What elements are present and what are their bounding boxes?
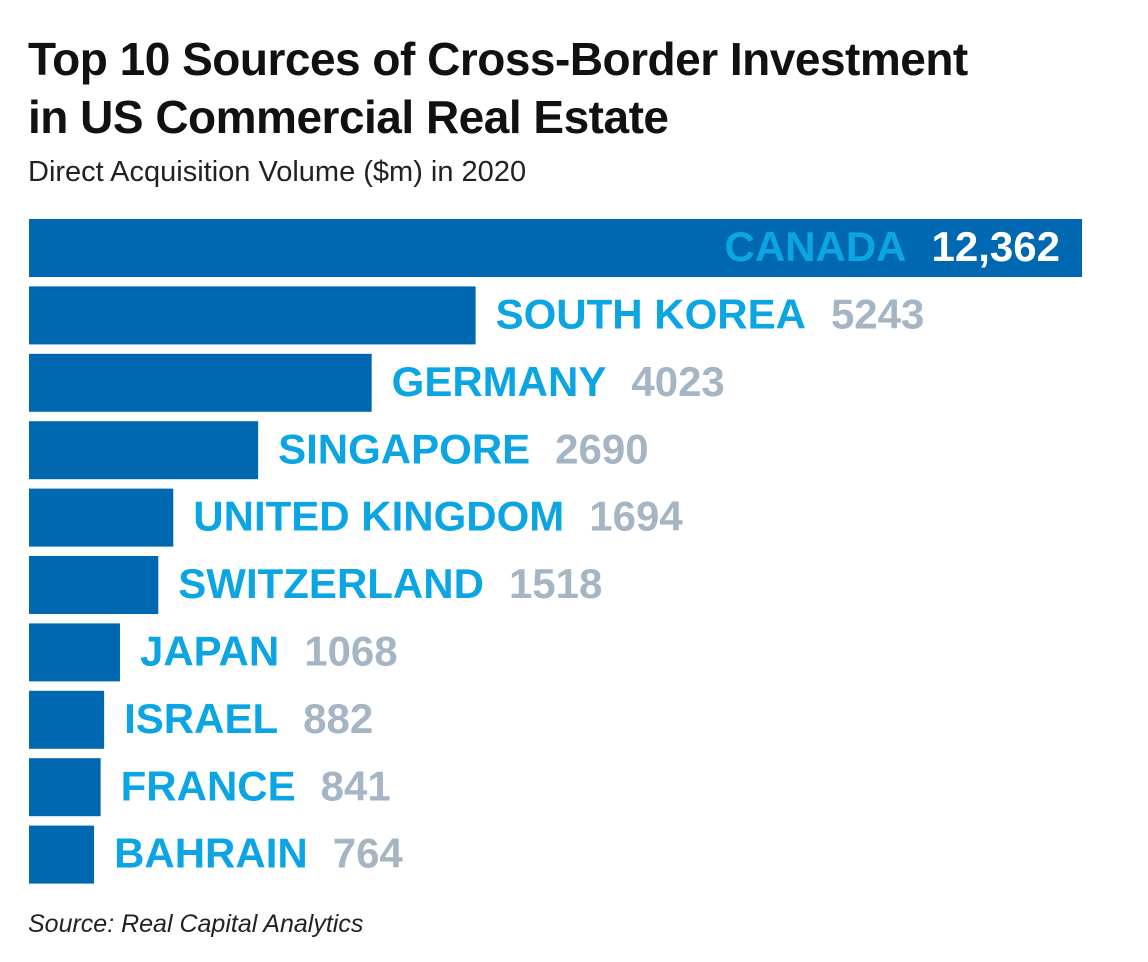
category-label: ISRAEL [124,695,278,742]
bar [29,690,105,749]
chart-title: Top 10 Sources of Cross-Border Investmen… [28,33,968,143]
value-label: 2690 [555,425,648,472]
category-label: BAHRAIN [114,830,308,877]
value-label: 764 [333,830,404,877]
value-label: 882 [303,695,373,742]
bar [29,825,95,884]
value-label: 12,362 [932,223,1060,270]
bar [29,421,259,480]
category-label: CANADA [725,223,907,270]
category-label: GERMANY [392,358,607,405]
chart-subtitle: Direct Acquisition Volume ($m) in 2020 [28,156,527,188]
category-label: UNITED KINGDOM [193,493,564,540]
bar [29,353,372,412]
bar [29,623,120,682]
value-label: 1694 [589,493,683,540]
category-label: SWITZERLAND [178,560,484,607]
category-label: SOUTH KOREA [496,290,806,337]
bar [29,488,174,547]
bar [29,758,101,817]
chart: CANADA 12,362 SOUTH KOREA 5243 GERMANY 4023 SI… [29,219,1082,884]
source-note: Source: Real Capital Analytics [28,910,364,938]
category-label: SINGAPORE [278,425,530,472]
bar [29,219,1082,277]
value-label: 4023 [631,358,724,405]
category-label: JAPAN [140,627,279,674]
value-label: 1068 [304,627,397,674]
bar [29,556,159,614]
value-label: 1518 [509,560,602,607]
value-label: 841 [321,762,391,809]
category-label: FRANCE [121,762,296,809]
value-label: 5243 [831,290,924,337]
bar [29,286,476,345]
